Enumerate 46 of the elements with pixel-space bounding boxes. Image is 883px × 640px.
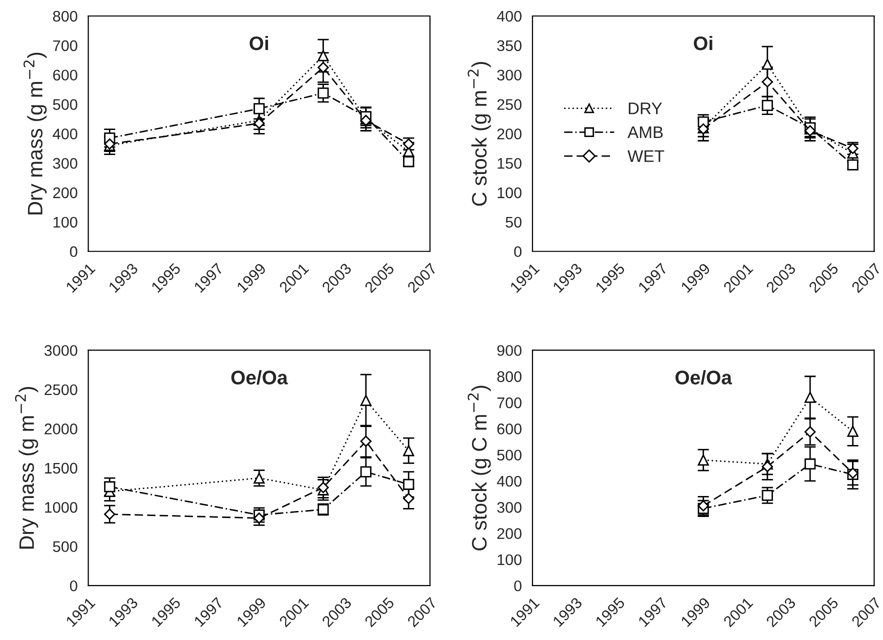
y-tick-label: 1500	[45, 462, 78, 474]
y-tick-label: 200	[53, 187, 78, 198]
y-tick-label: 100	[498, 187, 522, 198]
y-tick-label: 200	[497, 128, 522, 140]
y-axis-title: Dry mass (g m$^{−2}$)	[15, 386, 38, 549]
y-tick-label: 2000	[44, 424, 78, 434]
y-tick-label: 300	[52, 158, 78, 169]
y-tick-label: 200	[497, 528, 522, 539]
y-tick-label: 0	[514, 580, 522, 592]
y-tick-label: 250	[497, 99, 522, 110]
y-tick-label: 500	[53, 99, 78, 110]
y-axis-title: C stock (g C m$^{−2}$)	[468, 386, 491, 550]
y-tick-label: 500	[497, 450, 522, 461]
y-tick-label: 100	[54, 216, 78, 228]
text: Oi	[250, 36, 268, 50]
y-tick-label: 500	[53, 541, 78, 552]
y-tick-label: 400	[496, 476, 522, 487]
y-tick-label: 300	[497, 70, 522, 81]
legend-label: DRY	[628, 102, 662, 114]
y-tick-label: 1000	[45, 502, 78, 513]
y-axis-title: Dry mass (g m$^{−2}$)	[24, 52, 47, 214]
y-tick-label: 3000	[44, 345, 78, 356]
text: Oi	[694, 36, 712, 50]
y-tick-label: 700	[497, 397, 522, 408]
y-tick-label: 600	[497, 424, 522, 434]
y-tick-label: 100	[498, 554, 522, 566]
y-tick-label: 350	[497, 40, 522, 52]
y-tick-label: 400	[496, 10, 522, 22]
text: Oe/Oa	[675, 370, 732, 385]
y-tick-label: 0	[70, 246, 78, 258]
y-tick-label: 700	[53, 40, 78, 52]
y-tick-label: 800	[53, 10, 78, 22]
y-tick-label: 2500	[44, 384, 78, 396]
y-tick-label: 0	[514, 246, 522, 258]
legend-label: WET	[628, 150, 664, 162]
y-tick-label: 400	[52, 128, 78, 140]
y-tick-label: 0	[70, 580, 78, 592]
text: Oe/Oa	[231, 370, 288, 385]
y-tick-label: 800	[497, 371, 522, 382]
legend-label: AMB	[628, 126, 663, 138]
y-tick-label: 50	[506, 216, 522, 228]
y-tick-label: 150	[498, 158, 522, 169]
y-tick-label: 300	[497, 502, 522, 513]
y-tick-label: 900	[497, 345, 522, 356]
y-axis-title: C stock (g m$^{−2}$)	[468, 62, 491, 206]
y-tick-label: 600	[53, 70, 78, 81]
